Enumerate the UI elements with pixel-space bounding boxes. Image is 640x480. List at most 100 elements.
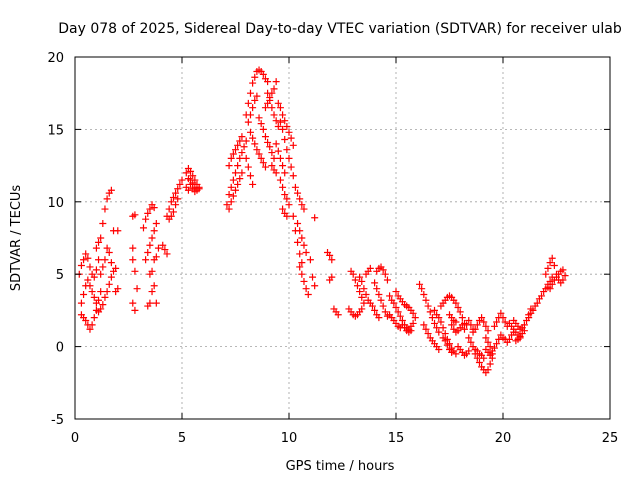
data-point (420, 321, 428, 329)
data-point (189, 179, 197, 187)
data-point (82, 317, 90, 325)
y-tick-label: 10 (47, 196, 64, 211)
data-point (174, 195, 182, 203)
data-point (394, 308, 402, 316)
data-point (86, 263, 94, 271)
data-point (431, 319, 439, 327)
data-point (276, 176, 284, 184)
data-point (527, 305, 535, 313)
y-tick-label: 0 (56, 341, 64, 356)
data-point (561, 272, 569, 280)
data-point (546, 285, 554, 293)
data-point (456, 308, 464, 316)
data-point (371, 306, 379, 314)
data-point (107, 186, 115, 194)
data-point (302, 285, 310, 293)
data-point (266, 94, 274, 102)
data-point (264, 138, 272, 146)
data-point (396, 312, 404, 320)
data-point (422, 325, 430, 333)
data-point (268, 149, 276, 157)
data-point (542, 270, 550, 278)
data-point (101, 205, 109, 213)
data-point (484, 327, 492, 335)
data-point (107, 273, 115, 281)
data-point (259, 125, 267, 133)
data-point (465, 317, 473, 325)
data-point (424, 302, 432, 310)
data-point (152, 299, 160, 307)
data-point (493, 340, 501, 348)
data-point (82, 250, 90, 258)
data-point (287, 163, 295, 171)
data-point (281, 136, 289, 144)
data-point (298, 270, 306, 278)
data-point (270, 111, 278, 119)
data-point (144, 209, 152, 217)
data-point (433, 324, 441, 332)
data-point (392, 288, 400, 296)
data-point (229, 176, 237, 184)
data-point (129, 256, 137, 264)
data-point (311, 282, 319, 290)
x-tick-label: 0 (71, 431, 79, 446)
data-point (505, 335, 513, 343)
data-point (195, 185, 203, 193)
axis-ticks: 0 5 10 15 20 25 -5 0 5 10 15 20 (47, 51, 618, 446)
data-point (182, 169, 190, 177)
data-point (358, 293, 366, 301)
data-point (234, 162, 242, 170)
data-point (497, 309, 505, 317)
data-point (283, 146, 291, 154)
data-point (142, 215, 150, 223)
data-point (105, 248, 113, 256)
data-point (249, 104, 257, 112)
data-point (172, 201, 180, 209)
data-point (187, 167, 195, 175)
data-point (544, 264, 552, 272)
data-point (289, 172, 297, 180)
data-point (129, 299, 137, 307)
data-point (272, 78, 280, 86)
data-point (279, 125, 287, 133)
data-point (353, 282, 361, 290)
data-point (88, 288, 96, 296)
data-point (460, 325, 468, 333)
data-point (550, 262, 558, 270)
data-point (270, 154, 278, 162)
data-point (383, 276, 391, 284)
data-point (358, 277, 366, 285)
data-point (234, 180, 242, 188)
data-point (246, 111, 254, 119)
data-point (246, 172, 254, 180)
data-point (131, 267, 139, 275)
data-point (77, 262, 85, 270)
data-point (538, 292, 546, 300)
data-point (418, 285, 426, 293)
data-point (281, 117, 289, 125)
data-point (236, 154, 244, 162)
data-point (255, 114, 263, 122)
data-point (244, 99, 252, 107)
data-point (306, 256, 314, 264)
data-point (480, 318, 488, 326)
data-point (268, 104, 276, 112)
data-point (291, 227, 299, 235)
data-point (257, 154, 265, 162)
data-point (272, 117, 280, 125)
data-point (268, 162, 276, 170)
data-point (172, 189, 180, 197)
data-point (165, 205, 173, 213)
data-point (390, 299, 398, 307)
data-point (533, 299, 541, 307)
data-point (289, 141, 297, 149)
data-point (264, 78, 272, 86)
data-point (244, 163, 252, 171)
data-point (302, 248, 310, 256)
data-point (296, 195, 304, 203)
data-point (227, 183, 235, 191)
data-point (471, 325, 479, 333)
data-point (227, 154, 235, 162)
data-point (435, 345, 443, 353)
data-point (148, 267, 156, 275)
